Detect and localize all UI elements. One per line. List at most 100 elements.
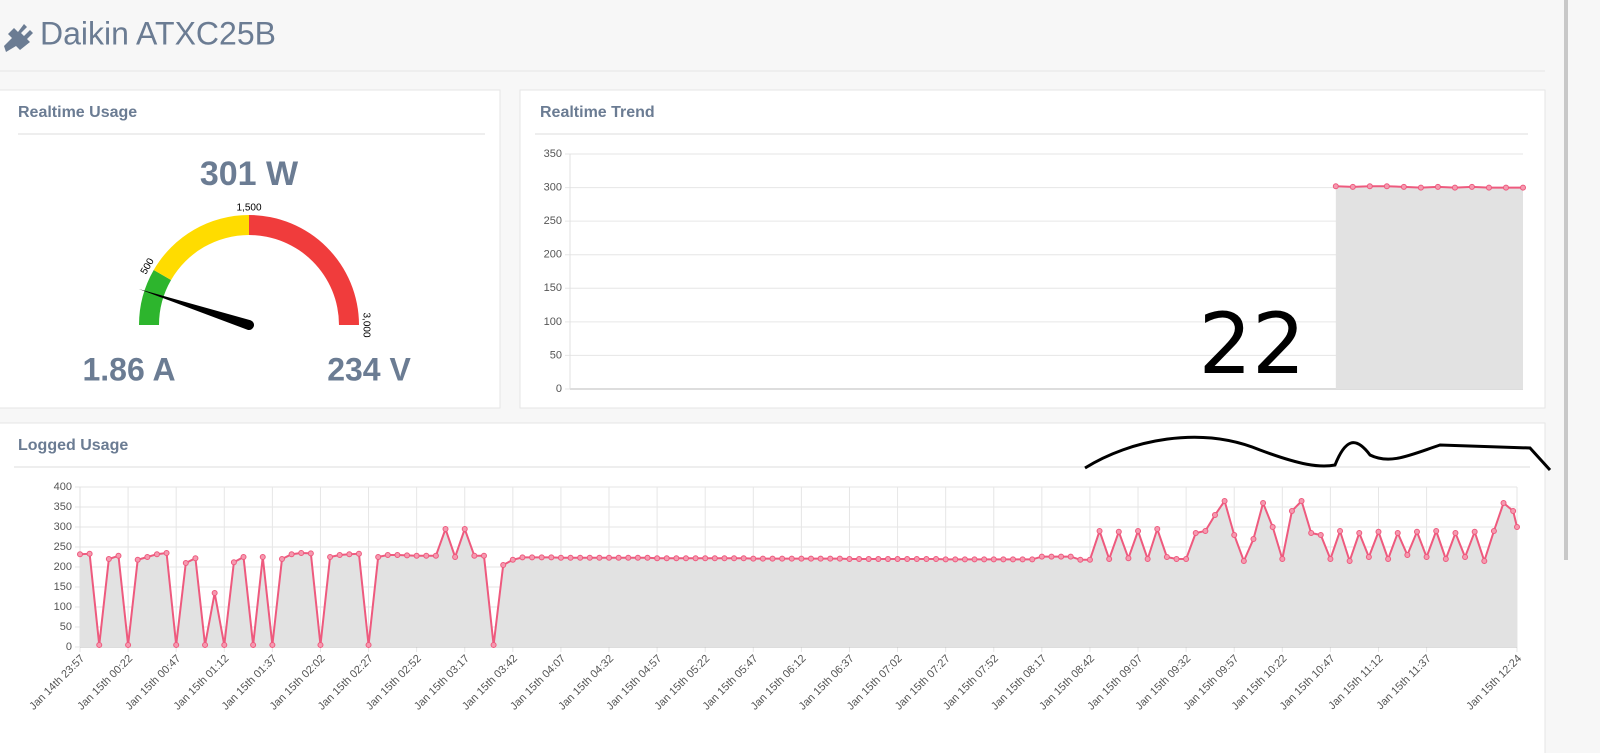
point (1451, 184, 1458, 191)
point (731, 555, 738, 562)
point (413, 552, 420, 559)
y-tick-label: 250 (54, 541, 72, 553)
point (740, 555, 747, 562)
point (615, 554, 622, 561)
y-tick-label: 350 (544, 148, 562, 160)
point (250, 642, 257, 648)
point (96, 642, 103, 648)
y-tick-label: 250 (544, 215, 562, 227)
point (1400, 183, 1407, 190)
point (1514, 524, 1520, 530)
point (779, 555, 786, 562)
point (836, 555, 843, 562)
y-tick-label: 150 (544, 282, 562, 294)
point (567, 554, 574, 561)
scrollbar[interactable] (1564, 0, 1568, 560)
point (529, 554, 536, 561)
point (221, 642, 228, 648)
point (1288, 508, 1295, 514)
point (1106, 556, 1113, 562)
point (500, 562, 507, 568)
plug-icon (4, 24, 33, 52)
point (1086, 556, 1093, 563)
y-tick-label: 100 (544, 316, 562, 328)
point (404, 552, 411, 559)
point (634, 554, 641, 561)
point (606, 554, 613, 561)
y-tick-label: 100 (54, 601, 72, 613)
point (1510, 508, 1517, 514)
point (1520, 184, 1526, 191)
point (461, 526, 468, 532)
annotation: 22 (1199, 295, 1306, 393)
point (654, 555, 661, 562)
point (682, 555, 689, 562)
point (105, 556, 112, 562)
point (596, 554, 603, 561)
point (1000, 556, 1007, 563)
point (913, 556, 920, 562)
gauge-band (153, 215, 249, 280)
point (1383, 183, 1390, 190)
point (827, 555, 834, 562)
point (1269, 524, 1276, 530)
point (519, 554, 526, 561)
point (163, 550, 170, 556)
point (1385, 556, 1392, 562)
point (355, 550, 362, 557)
point (711, 555, 718, 562)
point (327, 554, 334, 560)
point (1433, 528, 1440, 534)
point (1173, 556, 1180, 562)
point (278, 556, 285, 562)
point (769, 555, 776, 562)
point (1240, 558, 1247, 564)
gauge-band (139, 270, 172, 325)
point (1375, 528, 1382, 535)
point (1317, 532, 1324, 538)
point (471, 552, 478, 559)
point (346, 551, 353, 558)
point (538, 554, 545, 561)
point (202, 642, 209, 648)
point (875, 556, 882, 562)
point (1485, 184, 1492, 191)
point (394, 552, 401, 558)
point (1163, 554, 1170, 560)
point (432, 552, 439, 559)
point (1058, 553, 1065, 560)
point (1115, 528, 1122, 535)
point (230, 559, 237, 566)
point (480, 552, 487, 559)
point (1125, 555, 1132, 562)
point (663, 555, 670, 562)
point (173, 642, 180, 648)
y-tick-label: 350 (54, 501, 72, 513)
point (856, 556, 863, 562)
point (1404, 552, 1411, 558)
point (375, 554, 382, 560)
point (423, 552, 430, 559)
point (1423, 554, 1430, 560)
point (1250, 536, 1257, 542)
point (586, 554, 593, 561)
point (288, 551, 295, 558)
point (1413, 528, 1420, 535)
point (1154, 526, 1161, 532)
point (1502, 184, 1509, 191)
point (336, 552, 343, 558)
point (644, 554, 651, 561)
area (80, 501, 1517, 647)
point (153, 551, 160, 558)
point (1231, 532, 1238, 538)
point (182, 560, 189, 566)
point (1349, 183, 1356, 190)
point (1356, 530, 1363, 536)
point (86, 550, 93, 557)
point (798, 555, 805, 562)
point (702, 555, 709, 562)
y-tick-label: 0 (66, 641, 72, 653)
point (298, 550, 305, 556)
point (942, 556, 949, 563)
